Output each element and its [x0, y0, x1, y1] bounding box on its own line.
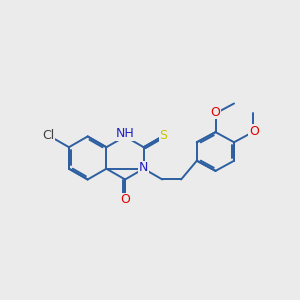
- Text: O: O: [120, 194, 130, 206]
- Text: S: S: [159, 129, 167, 142]
- Text: O: O: [249, 124, 259, 137]
- Text: Cl: Cl: [42, 129, 54, 142]
- Text: NH: NH: [116, 127, 134, 140]
- Text: N: N: [139, 161, 148, 174]
- Text: O: O: [211, 106, 220, 119]
